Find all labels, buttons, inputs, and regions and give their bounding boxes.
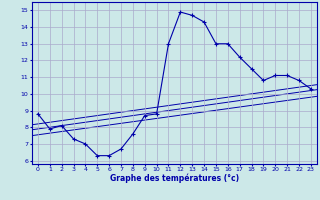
X-axis label: Graphe des températures (°c): Graphe des températures (°c) xyxy=(110,174,239,183)
